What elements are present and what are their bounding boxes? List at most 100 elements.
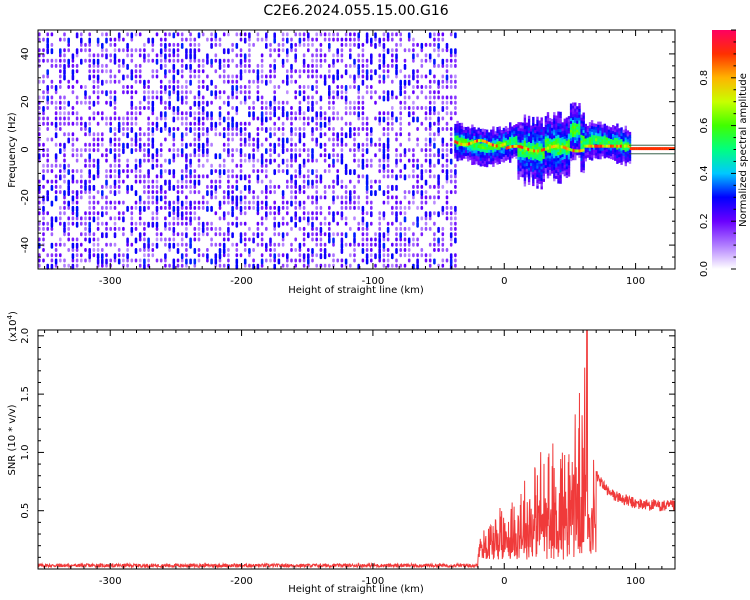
noise-cell <box>290 116 293 121</box>
signal-cell <box>616 157 619 162</box>
noise-cell <box>357 42 360 49</box>
noise-cell <box>189 200 192 207</box>
signal-cell <box>555 152 558 156</box>
noise-cell <box>248 79 251 84</box>
noise-cell <box>63 111 66 116</box>
noise-cell <box>197 132 201 139</box>
noise-cell <box>117 226 121 231</box>
noise-cell <box>277 53 281 58</box>
noise-cell <box>332 263 335 268</box>
noise-cell <box>176 242 180 247</box>
noise-cell <box>197 226 201 231</box>
noise-cell <box>399 106 402 110</box>
noise-cell <box>92 74 96 79</box>
noise-cell <box>193 200 197 205</box>
carrier-cell <box>617 144 621 148</box>
noise-cell <box>88 190 91 195</box>
noise-cell <box>101 195 104 200</box>
signal-cell <box>555 129 558 133</box>
signal-cell <box>576 129 579 133</box>
noise-cell <box>138 148 142 153</box>
noise-cell <box>138 211 142 216</box>
noise-cell <box>265 242 268 249</box>
noise-cell <box>265 216 268 221</box>
noise-cell <box>433 95 436 100</box>
signal-cell <box>548 169 552 173</box>
signal-cell <box>548 166 552 170</box>
signal-cell <box>479 151 482 155</box>
signal-cell <box>498 152 501 156</box>
signal-cell <box>559 149 562 153</box>
signal-cell <box>563 132 566 137</box>
noise-cell <box>407 95 411 100</box>
carrier-cell <box>623 144 626 148</box>
noise-cell <box>319 132 323 139</box>
noise-cell <box>370 137 373 144</box>
noise-cell <box>370 132 373 137</box>
noise-cell <box>105 205 108 210</box>
noise-cell <box>122 179 125 184</box>
signal-cell <box>576 117 579 121</box>
signal-cell <box>612 150 615 154</box>
noise-cell <box>395 263 398 268</box>
noise-cell <box>382 69 386 74</box>
noise-cell <box>378 248 381 254</box>
signal-cell <box>498 132 501 136</box>
noise-cell <box>80 258 83 263</box>
noise-cell <box>353 137 356 142</box>
noise-cell <box>357 85 360 91</box>
noise-cell <box>88 48 91 53</box>
noise-cell <box>256 169 260 174</box>
noise-cell <box>328 232 331 239</box>
noise-cell <box>328 63 331 68</box>
noise-cell <box>311 211 314 216</box>
noise-cell <box>332 184 335 189</box>
noise-cell <box>130 116 134 121</box>
signal-cell <box>567 156 571 160</box>
signal-cell <box>506 150 510 154</box>
noise-cell <box>176 195 180 202</box>
noise-cell <box>260 169 264 174</box>
noise-cell <box>185 95 188 100</box>
noise-cell <box>445 111 449 116</box>
noise-cell <box>231 74 234 79</box>
carrier-cell <box>525 147 528 151</box>
noise-cell <box>59 174 62 181</box>
signal-cell <box>593 149 596 153</box>
signal-cell <box>458 145 461 150</box>
noise-cell <box>172 137 176 142</box>
signal-cell <box>521 134 524 138</box>
noise-cell <box>248 69 251 74</box>
snr-y-multiplier: (x104) <box>6 311 19 342</box>
noise-cell <box>269 42 272 47</box>
noise-cell <box>239 174 243 181</box>
noise-cell <box>273 100 276 105</box>
signal-cell <box>515 147 518 151</box>
noise-cell <box>403 106 407 110</box>
noise-cell <box>185 242 188 247</box>
noise-cell <box>328 48 331 53</box>
noise-cell <box>80 100 83 105</box>
noise-cell <box>286 116 289 121</box>
noise-cell <box>109 258 112 263</box>
noise-cell <box>231 106 234 110</box>
signal-cell <box>481 145 485 149</box>
noise-cell <box>143 184 146 189</box>
noise-cell <box>386 221 390 226</box>
signal-cell <box>588 153 592 157</box>
noise-cell <box>302 127 306 131</box>
signal-cell <box>527 167 531 171</box>
noise-cell <box>281 169 285 174</box>
noise-cell <box>54 158 58 163</box>
noise-cell <box>361 216 365 223</box>
noise-cell <box>361 100 365 105</box>
noise-cell <box>227 132 230 137</box>
signal-cell <box>557 125 560 130</box>
noise-cell <box>96 248 100 252</box>
signal-cell <box>525 151 529 155</box>
signal-cell <box>567 144 571 148</box>
noise-cell <box>143 179 146 184</box>
noise-cell <box>391 127 394 131</box>
noise-cell <box>407 106 411 110</box>
signal-cell <box>517 162 520 166</box>
